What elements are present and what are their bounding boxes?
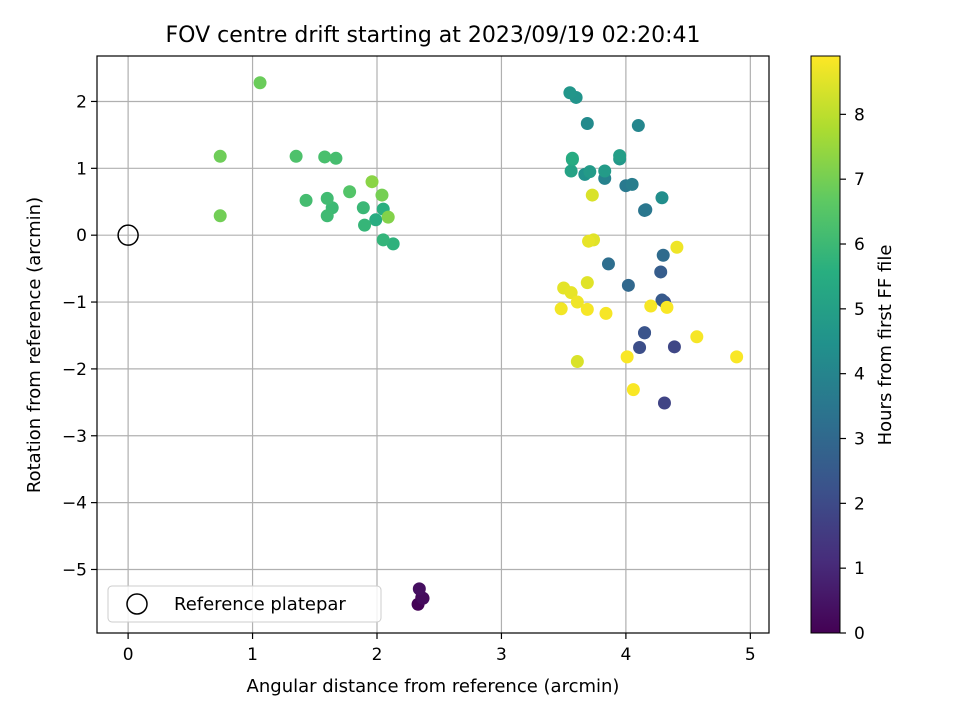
data-point: [381, 210, 395, 224]
data-point: [583, 165, 597, 179]
data-point: [580, 117, 594, 131]
data-point: [660, 300, 674, 314]
y-tick-label: 1: [76, 159, 87, 179]
colorbar-tick-label: 5: [854, 300, 865, 320]
data-point: [563, 86, 577, 100]
data-point: [356, 201, 370, 215]
colorbar-ticks: 0 1 2 3 4 5 6 7 8: [840, 105, 865, 644]
data-point: [599, 306, 613, 320]
data-point: [655, 191, 669, 205]
x-tick-label: 0: [123, 645, 134, 665]
colorbar-tick-label: 2: [854, 494, 865, 514]
data-point: [631, 119, 645, 133]
x-tick-label: 4: [620, 645, 631, 665]
data-point: [565, 151, 579, 165]
data-point: [376, 233, 390, 247]
data-point: [670, 240, 684, 254]
data-point: [343, 185, 357, 199]
data-point: [626, 383, 640, 397]
data-point: [580, 276, 594, 290]
data-point: [375, 188, 389, 202]
y-axis-label: Rotation from reference (arcmin): [24, 197, 45, 493]
data-point: [633, 341, 647, 355]
data-point: [564, 286, 578, 300]
colorbar-tick-label: 3: [854, 430, 865, 450]
data-point: [299, 193, 313, 207]
colorbar-tick-label: 4: [854, 365, 865, 385]
y-tick-label: −3: [62, 427, 87, 447]
data-point: [613, 149, 627, 163]
data-point: [580, 302, 594, 316]
data-point: [320, 191, 334, 205]
data-point: [598, 164, 612, 178]
reference-point-marker: [117, 224, 139, 246]
data-point: [570, 355, 584, 369]
data-point: [654, 265, 668, 279]
y-tick-label: 0: [76, 226, 87, 246]
colorbar-tick-label: 1: [854, 559, 865, 579]
data-point: [320, 209, 334, 223]
data-point: [253, 76, 267, 90]
legend-marker: [126, 593, 148, 615]
data-point: [365, 175, 379, 189]
colorbar-tick-label: 8: [854, 105, 865, 125]
x-axis: 0 1 2 3 4 5: [123, 633, 756, 665]
y-axis: −5 −4 −3 −2 −1 0 1 2: [62, 92, 97, 580]
grid: [97, 56, 769, 633]
data-point: [621, 278, 635, 292]
data-point: [625, 177, 639, 191]
x-tick-label: 5: [745, 645, 756, 665]
data-point: [638, 326, 652, 340]
data-point: [657, 396, 671, 410]
colorbar-tick-label: 6: [854, 235, 865, 255]
data-point: [582, 234, 596, 248]
colorbar-tick-label: 0: [854, 624, 865, 644]
chart-title: FOV centre drift starting at 2023/09/19 …: [166, 23, 701, 48]
x-axis-label: Angular distance from reference (arcmin): [247, 676, 620, 697]
colorbar: 0 1 2 3 4 5 6 7 8 Hours from first FF file: [810, 55, 896, 644]
y-tick-label: 2: [76, 92, 87, 112]
data-point: [585, 188, 599, 202]
colorbar-gradient: [810, 55, 841, 634]
data-point: [730, 350, 744, 364]
data-point: [289, 149, 303, 163]
legend-entry-reference: Reference platepar: [174, 594, 346, 615]
data-point: [639, 203, 653, 217]
data-point: [564, 164, 578, 178]
legend-box: [107, 585, 382, 623]
data-point: [601, 257, 615, 271]
data-point: [554, 302, 568, 316]
x-tick-label: 2: [372, 645, 383, 665]
data-points: [117, 76, 744, 611]
data-point: [213, 209, 227, 223]
data-point: [620, 350, 634, 364]
y-tick-label: −5: [62, 560, 87, 580]
y-tick-label: −4: [62, 494, 87, 514]
data-point: [213, 149, 227, 163]
x-tick-label: 3: [496, 645, 507, 665]
x-tick-label: 1: [247, 645, 258, 665]
plot-frame: [96, 55, 770, 634]
data-point: [570, 295, 584, 309]
data-point: [690, 330, 704, 344]
data-point: [656, 248, 670, 262]
data-point: [667, 340, 681, 354]
data-point: [329, 151, 343, 165]
data-point: [412, 582, 426, 596]
data-point: [369, 213, 383, 227]
data-point: [318, 150, 332, 164]
data-point: [358, 218, 372, 232]
data-point: [644, 299, 658, 313]
colorbar-label: Hours from first FF file: [875, 245, 896, 446]
y-tick-label: −1: [62, 293, 87, 313]
legend: Reference platepar: [107, 585, 382, 623]
colorbar-tick-label: 7: [854, 170, 865, 190]
data-point: [386, 237, 400, 251]
y-tick-label: −2: [62, 360, 87, 380]
